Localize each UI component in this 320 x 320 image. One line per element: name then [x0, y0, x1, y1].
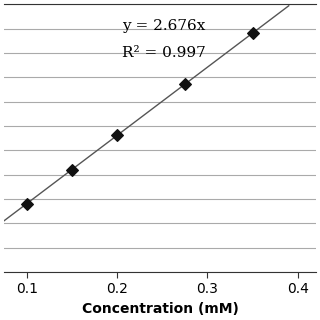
Point [182, 82, 188, 87]
Point [115, 133, 120, 138]
Text: y = 2.676x: y = 2.676x [122, 20, 205, 34]
Text: R² = 0.997: R² = 0.997 [122, 46, 205, 60]
Point [250, 30, 255, 36]
Point [24, 201, 29, 206]
X-axis label: Concentration (mM): Concentration (mM) [82, 302, 238, 316]
Point [69, 167, 75, 172]
